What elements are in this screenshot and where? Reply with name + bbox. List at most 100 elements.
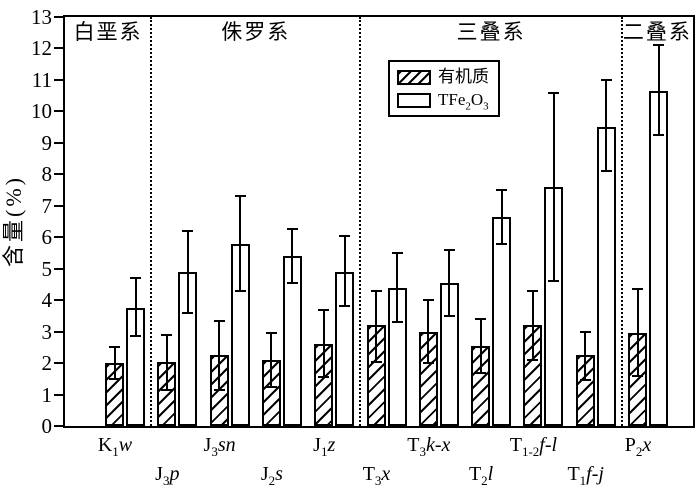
x-label-base: J	[260, 463, 269, 485]
x-label-base: P	[624, 434, 636, 456]
x-axis-category-label: J2s	[261, 461, 283, 487]
legend-label-text: TFe	[438, 90, 466, 109]
y-axis-tick	[54, 393, 63, 396]
y-axis-tick-label: 6	[41, 225, 53, 250]
x-label-subscript: 1	[112, 444, 119, 459]
error-bar-cap-bottom	[422, 362, 434, 365]
y-axis-tick	[54, 236, 63, 239]
bar-organic-matter	[523, 325, 543, 426]
x-label-member-code: k-x	[425, 434, 451, 456]
error-bar-cap-top	[632, 288, 643, 291]
x-label-member-code: sn	[217, 434, 236, 456]
x-label-member-code: z	[327, 434, 336, 456]
x-label-base: T	[468, 463, 482, 485]
x-label-subscript: 3	[419, 444, 426, 459]
error-bar-cap-top	[496, 189, 508, 192]
bar-tfe2o3	[492, 216, 512, 426]
error-bar-cap-bottom	[475, 371, 487, 374]
legend-item-organic: 有机质	[397, 68, 491, 86]
error-bar-cap-bottom	[265, 385, 277, 388]
y-axis-tick	[54, 362, 63, 365]
error-bar-line	[239, 196, 242, 291]
error-bar-cap-top	[579, 330, 591, 333]
error-bar-cap-top	[234, 195, 246, 198]
error-bar-cap-top	[600, 78, 612, 81]
error-bar-cap-bottom	[391, 321, 403, 324]
y-axis-tick-label: 8	[41, 162, 53, 187]
x-label-subscript: 3	[162, 473, 170, 488]
x-axis-category-label: T1f-j	[567, 461, 604, 487]
bar-organic-matter	[575, 355, 595, 426]
error-bar-cap-bottom	[527, 358, 539, 361]
error-bar-cap-top	[422, 299, 434, 302]
x-label-member-code: x	[642, 434, 652, 456]
x-axis-category-label: J3sn	[204, 432, 236, 458]
x-label-member-code: f-j	[586, 463, 604, 485]
y-axis-tick	[54, 173, 63, 176]
legend-label-subscript: 2	[465, 100, 471, 113]
legend-item-tfe2o3: TFe2O3	[397, 90, 491, 113]
x-label-base: T	[567, 463, 580, 485]
y-axis-tick	[54, 330, 63, 333]
error-bar-cap-bottom	[600, 170, 612, 173]
error-bar-cap-bottom	[182, 311, 194, 314]
legend-label-text: O	[470, 90, 484, 109]
x-label-member-code: l	[487, 463, 494, 485]
stratigraphic-system-label: 白垩系	[73, 20, 143, 44]
error-bar-cap-top	[318, 308, 330, 311]
y-axis-tick	[54, 16, 63, 18]
x-label-base: T	[362, 463, 375, 485]
error-bar-line	[552, 92, 555, 282]
error-bar-cap-bottom	[318, 376, 330, 379]
error-bar-line	[605, 79, 608, 172]
legend: 有机质 TFe2O3	[388, 60, 500, 117]
error-bar-line	[584, 331, 587, 381]
error-bar-line	[218, 320, 221, 390]
error-bar-line	[657, 45, 660, 135]
y-axis-tick-label: 12	[31, 36, 52, 61]
error-bar-line	[375, 290, 377, 362]
x-axis-category-label: P2x	[625, 432, 652, 458]
error-bar-line	[448, 249, 451, 316]
y-axis-tick	[54, 47, 63, 50]
error-bar-cap-top	[475, 318, 487, 321]
x-axis-category-label: J3p	[155, 461, 179, 487]
error-bar-line	[113, 347, 116, 379]
y-axis-tick-label: 11	[31, 67, 52, 92]
x-label-base: J	[155, 463, 163, 485]
y-axis-tick-label: 3	[41, 319, 53, 344]
error-bar-line	[134, 278, 137, 337]
x-axis-category-label: K1w	[98, 432, 132, 458]
error-bar-cap-top	[443, 248, 455, 251]
legend-label-tfe2o3: TFe2O3	[438, 90, 489, 113]
error-bar-cap-bottom	[579, 379, 591, 382]
y-axis-tick	[54, 425, 63, 427]
error-bar-cap-bottom	[130, 335, 141, 338]
x-label-member-code: x	[381, 463, 391, 485]
y-axis-tick-label: 7	[41, 193, 53, 218]
error-bar-line	[322, 309, 325, 378]
error-bar-cap-top	[339, 234, 351, 237]
error-bar-cap-top	[653, 44, 664, 47]
error-bar-cap-top	[109, 346, 120, 349]
x-label-base: T	[407, 434, 420, 456]
y-axis-tick-label: 4	[41, 288, 53, 313]
error-bar-cap-bottom	[443, 314, 455, 317]
y-axis-tick-label: 0	[41, 414, 53, 438]
x-label-subscript: 2	[481, 473, 488, 488]
x-label-subscript: 3	[374, 473, 382, 488]
y-axis-tick-label: 1	[41, 382, 53, 407]
y-axis-tick	[54, 267, 63, 270]
x-label-member-code: s	[275, 463, 283, 485]
error-bar-cap-top	[213, 319, 225, 322]
error-bar-line	[165, 334, 168, 390]
region-divider-line	[359, 17, 362, 426]
bar-organic-matter	[418, 331, 438, 426]
error-bar-cap-bottom	[653, 133, 664, 136]
y-axis-tick-label: 2	[41, 351, 53, 376]
x-label-subscript: 1-2	[521, 444, 540, 459]
error-bar-cap-top	[182, 229, 194, 232]
y-axis-tick	[54, 204, 63, 207]
error-bar-cap-bottom	[370, 360, 382, 363]
